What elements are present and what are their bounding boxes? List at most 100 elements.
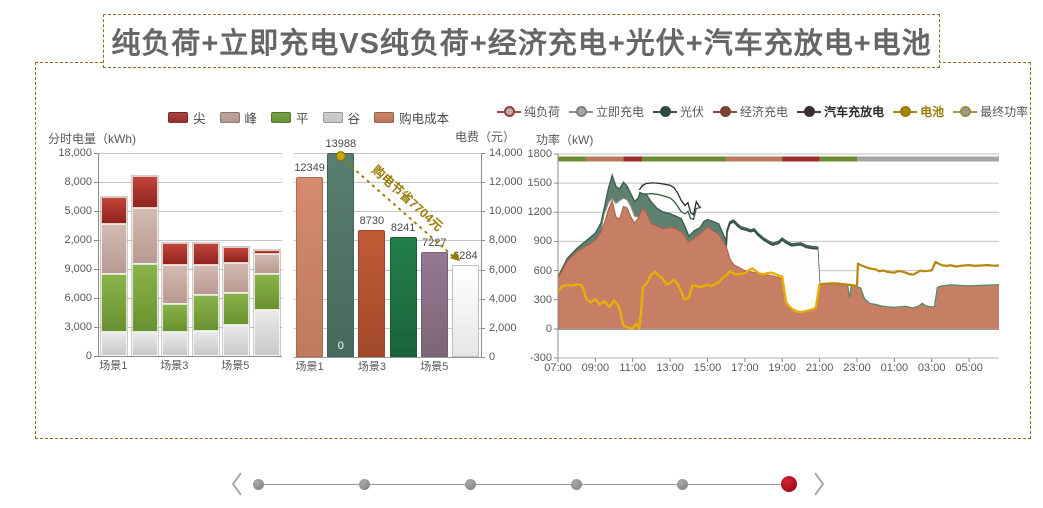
cost-bar-场景6	[451, 265, 479, 357]
legend-label: 购电成本	[399, 112, 450, 126]
page-title: 纯负荷+立即充电VS纯负荷+经济充电+光伏+汽车充放电+电池	[111, 28, 932, 60]
bar-segment-谷	[131, 332, 158, 356]
x-tick-label: 17:00	[731, 362, 759, 374]
power-area-svg	[554, 153, 1000, 362]
y-tick-label: 1800	[527, 148, 552, 160]
legend-marker-icon	[713, 106, 738, 117]
carousel-dot-4[interactable]	[571, 478, 583, 490]
legend-marker-icon	[569, 106, 594, 117]
bar-segment-峰	[101, 224, 128, 275]
bar-segment-谷	[223, 325, 250, 356]
stacked-bar-场景3	[162, 242, 189, 356]
legend-label: 立即充电	[596, 105, 645, 119]
price-band-segment	[623, 156, 643, 162]
savings-annotation: 购电节省7704元	[335, 151, 461, 262]
bar-segment-谷	[101, 332, 128, 356]
bar-segment-尖	[101, 196, 128, 225]
legend-label: 尖	[193, 112, 206, 126]
stacked-bar-场景1	[101, 196, 128, 356]
legend-marker-icon	[893, 106, 918, 117]
y-tick-label: 4,000	[489, 292, 517, 305]
y-tick-label: 6,000	[489, 263, 517, 276]
legend-swatch-icon	[374, 112, 395, 123]
left-axis-title: 分时电量（kWh)	[48, 132, 136, 146]
y-tick-label: 0	[545, 322, 552, 335]
price-band-segment	[558, 156, 586, 162]
legend-marker-icon	[797, 106, 822, 117]
legend-label: 电池	[920, 105, 945, 119]
stacked-bar-场景4	[192, 242, 219, 356]
carousel-dot-1[interactable]	[252, 478, 264, 490]
legend-item-电池[interactable]: 电池	[893, 103, 944, 120]
x-tick-label: 11:00	[619, 362, 647, 374]
legend-item-最终功率[interactable]: 最终功率	[953, 103, 1028, 120]
x-tick-label: 23:00	[843, 362, 871, 374]
y-tick-label: 2,000	[64, 234, 92, 246]
slide-carousel	[228, 468, 828, 500]
y-tick-label: 9,000	[64, 263, 92, 275]
y-tick-label: 900	[533, 235, 552, 248]
legend-swatch-icon	[271, 112, 292, 123]
legend-marker-icon	[653, 106, 678, 117]
legend-item-购电成本[interactable]: 购电成本	[374, 108, 463, 127]
legend-item-经济充电[interactable]: 经济充电	[713, 103, 788, 120]
bar-segment-尖	[131, 175, 158, 208]
carousel-next-icon[interactable]	[812, 471, 826, 497]
annotation-start-dot	[335, 151, 346, 162]
y-tick-label: 2,000	[489, 321, 517, 334]
immediate-charge-line	[638, 182, 702, 216]
carousel-dot-5[interactable]	[677, 478, 689, 490]
legend-item-汽车充放电[interactable]: 汽车充放电	[797, 103, 884, 120]
legend-marker-icon	[953, 106, 978, 117]
power-area-plot	[554, 153, 1000, 362]
legend-label: 经济充电	[740, 105, 789, 119]
x-tick-label: 01:00	[880, 362, 909, 374]
carousel-dot-2[interactable]	[358, 478, 370, 490]
cost-bar-场景3	[358, 229, 386, 357]
y-tick-label: 10,000	[489, 205, 523, 218]
bar-segment-峰	[131, 207, 158, 265]
x-tick-label: 场景5	[420, 361, 449, 373]
bar-segment-谷	[192, 331, 219, 356]
x-tick-label: 场景3	[160, 360, 189, 372]
carousel-prev-icon[interactable]	[230, 471, 244, 497]
cost-bar-场景1	[296, 177, 324, 357]
y-tick-label: 300	[533, 293, 552, 306]
base-load-area	[558, 200, 999, 329]
bar-segment-尖	[223, 247, 250, 264]
bar-segment-平	[253, 274, 280, 311]
bar-segment-平	[101, 274, 128, 333]
carousel-dot-6-active[interactable]	[781, 476, 797, 492]
car-discharge-line	[725, 221, 818, 250]
cost-bar-场景4	[389, 236, 417, 357]
title-box: 纯负荷+立即充电VS纯负荷+经济充电+光伏+汽车充放电+电池	[103, 14, 940, 68]
bar-segment-峰	[223, 263, 250, 294]
y-tick-label: 1200	[527, 206, 552, 219]
carousel-dot-3[interactable]	[464, 478, 476, 490]
legend-label: 纯负荷	[524, 105, 561, 119]
stacked-bar-场景2	[131, 175, 158, 356]
x-tick-label: 03:00	[917, 362, 946, 374]
legend-item-平[interactable]: 平	[271, 108, 323, 127]
bar-segment-尖	[192, 242, 219, 265]
legend-item-纯负荷[interactable]: 纯负荷	[497, 103, 560, 120]
legend-item-光伏[interactable]: 光伏	[653, 103, 704, 120]
legend-item-立即充电[interactable]: 立即充电	[569, 103, 644, 120]
battery-line	[557, 267, 821, 330]
annotation-arrowhead-icon	[449, 251, 461, 262]
y-tick-label: 5,000	[64, 205, 92, 217]
bar-segment-谷	[253, 310, 280, 356]
legend-item-尖[interactable]: 尖	[168, 108, 220, 127]
legend-label: 光伏	[680, 105, 705, 119]
x-tick-label: 09:00	[581, 362, 610, 374]
legend-item-峰[interactable]: 峰	[219, 108, 272, 127]
legend-swatch-icon	[168, 112, 188, 123]
cost-bar-场景5	[420, 251, 448, 357]
legend-item-谷[interactable]: 谷	[322, 108, 375, 127]
price-band-segment	[642, 156, 727, 162]
bar-segment-平	[192, 294, 219, 332]
y-tick-label: 0	[85, 350, 92, 362]
legend-label: 谷	[347, 112, 361, 126]
pv-line	[557, 173, 821, 284]
